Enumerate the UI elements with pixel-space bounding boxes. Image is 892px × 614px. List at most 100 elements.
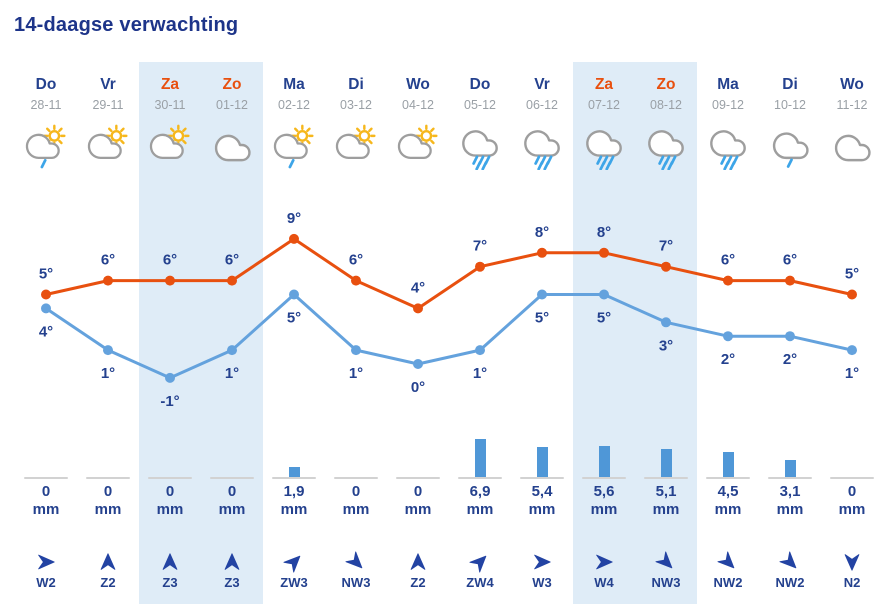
wind-label: ZW4 <box>466 575 494 590</box>
precip-baseline <box>396 477 440 479</box>
wind-label: NW2 <box>713 575 743 590</box>
wind-arrow-cell <box>387 549 449 575</box>
wind-label: ZW3 <box>280 575 308 590</box>
wind-direction-icon <box>162 553 178 570</box>
wind-direction-icon <box>410 553 426 570</box>
day-name: Wo <box>840 76 864 93</box>
precip-value: 0 <box>351 483 361 500</box>
wind-spacer <box>263 521 325 549</box>
day-name: Zo <box>656 76 676 93</box>
wind-spacer <box>77 521 139 549</box>
sun-cloud-drop-icon <box>273 124 314 169</box>
precip-bar-zone <box>77 437 139 477</box>
precip-unit: mm <box>652 501 680 518</box>
day-name: Za <box>594 76 614 93</box>
page-title: 14-daagse verwachting <box>14 14 239 36</box>
wind-arrow-cell <box>511 549 573 575</box>
precip-value: 0 <box>103 483 113 500</box>
precip-baseline <box>210 477 254 479</box>
wind-direction-icon <box>283 555 301 573</box>
day-column: Za 07-12 5,6 mm W4 <box>573 62 635 593</box>
cloud-icon <box>214 134 251 162</box>
sun-cloud-icon <box>87 124 128 160</box>
day-date: 04-12 <box>402 98 434 112</box>
day-name: Di <box>782 76 798 93</box>
precip-bar <box>474 439 486 477</box>
day-name: Wo <box>406 76 430 93</box>
precip-bar-zone <box>759 437 821 477</box>
wind-spacer <box>821 521 883 549</box>
wind-label: W3 <box>532 575 552 590</box>
precip-bar-zone <box>511 437 573 477</box>
wind-arrow-cell <box>449 549 511 575</box>
wind-spacer <box>697 521 759 549</box>
weather-icon-cell <box>387 114 449 185</box>
precip-value: 5,6 <box>593 483 615 500</box>
precip-baseline <box>520 477 564 479</box>
sun-cloud-icon <box>149 124 190 160</box>
day-date: 28-11 <box>30 98 62 112</box>
wind-direction-icon <box>655 551 673 569</box>
day-name: Za <box>160 76 180 93</box>
wind-direction-icon <box>100 553 116 570</box>
chart-area-spacer <box>139 185 201 437</box>
precip-bar-zone <box>139 437 201 477</box>
weather-icon-cell <box>77 114 139 185</box>
wind-spacer <box>635 521 697 549</box>
day-column: Vr 06-12 5,4 mm W3 <box>511 62 573 593</box>
wind-spacer <box>139 521 201 549</box>
wind-label: N2 <box>843 575 861 590</box>
day-date: 29-11 <box>92 98 124 112</box>
precip-bar <box>660 449 672 477</box>
wind-label: Z2 <box>410 575 426 590</box>
precip-bar-zone <box>821 437 883 477</box>
precip-value: 4,5 <box>717 483 739 500</box>
precip-value: 1,9 <box>283 483 305 500</box>
chart-area-spacer <box>15 185 77 437</box>
day-column: Do 28-11 0 mm W2 <box>15 62 77 593</box>
day-date: 08-12 <box>650 98 682 112</box>
day-name: Ma <box>283 76 305 93</box>
precip-baseline <box>768 477 812 479</box>
rain-icon <box>586 130 622 171</box>
sun-cloud-icon <box>335 124 376 160</box>
chart-area-spacer <box>573 185 635 437</box>
precip-bar-zone <box>449 437 511 477</box>
sun-cloud-icon <box>397 124 438 160</box>
day-column: Ma 09-12 4,5 mm NW2 <box>697 62 759 593</box>
day-date: 11-12 <box>836 98 868 112</box>
precip-baseline <box>582 477 626 479</box>
weather-icon-cell <box>15 114 77 185</box>
weather-icon-cell <box>697 114 759 185</box>
wind-arrow-cell <box>821 549 883 575</box>
rain-icon <box>648 130 684 171</box>
wind-direction-icon <box>596 554 613 570</box>
day-date: 02-12 <box>278 98 310 112</box>
precip-baseline <box>24 477 68 479</box>
precip-baseline <box>148 477 192 479</box>
day-date: 30-11 <box>154 98 186 112</box>
wind-arrow-cell <box>15 549 77 575</box>
precip-bar-zone <box>15 437 77 477</box>
precip-value: 3,1 <box>779 483 801 500</box>
cloud-icon <box>834 134 871 162</box>
precip-unit: mm <box>714 501 742 518</box>
day-date: 06-12 <box>526 98 558 112</box>
wind-spacer <box>325 521 387 549</box>
wind-label: NW3 <box>651 575 681 590</box>
precip-bar <box>598 446 610 477</box>
weather-icon-cell <box>263 114 325 185</box>
chart-area-spacer <box>263 185 325 437</box>
day-date: 05-12 <box>464 98 496 112</box>
wind-arrow-cell <box>201 549 263 575</box>
wind-direction-icon <box>534 554 551 570</box>
wind-direction-icon <box>779 551 797 569</box>
precip-value: 0 <box>165 483 175 500</box>
precip-bar-zone <box>573 437 635 477</box>
precip-value: 5,4 <box>531 483 553 500</box>
weather-icon-cell <box>759 114 821 185</box>
wind-spacer <box>201 521 263 549</box>
precip-unit: mm <box>528 501 556 518</box>
day-column: Do 05-12 6,9 mm ZW4 <box>449 62 511 593</box>
day-column: Wo 04-12 0 mm Z2 <box>387 62 449 593</box>
